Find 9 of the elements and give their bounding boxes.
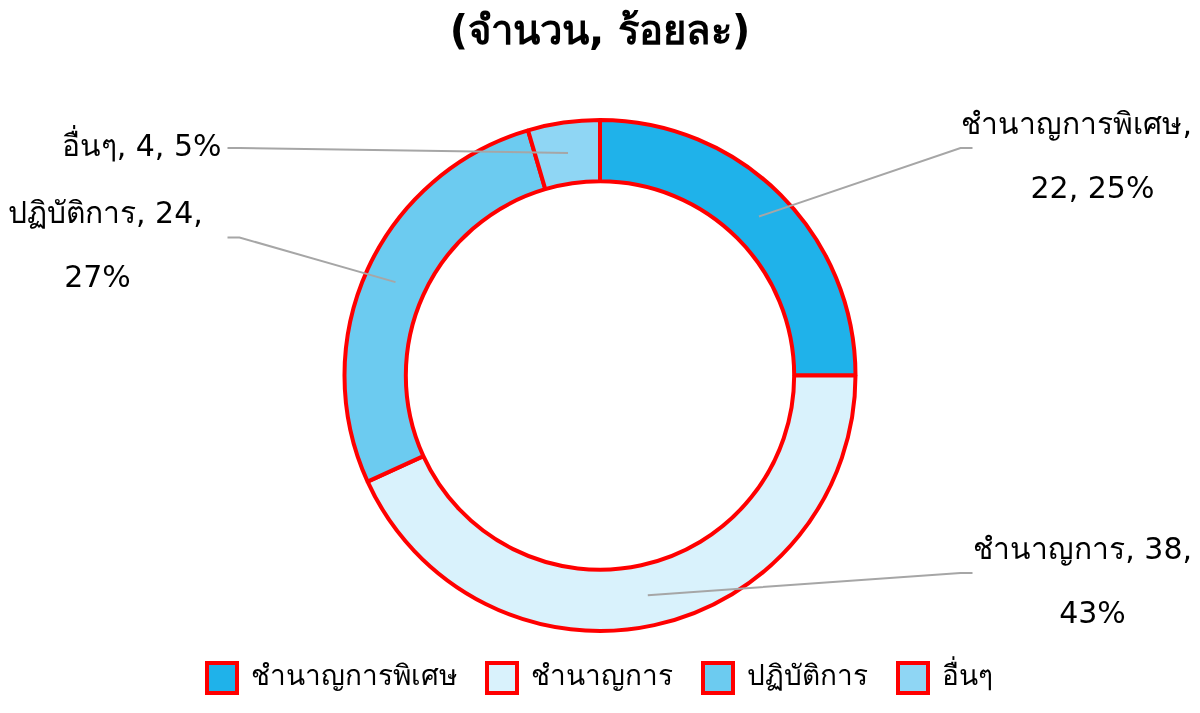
chart-title: (จำนวน, ร้อยละ) bbox=[449, 7, 751, 54]
data-label: ปฏิบัติการ, 24, 27% bbox=[7, 195, 203, 295]
data-label: ชำนาญการ, 38, 43% bbox=[973, 530, 1193, 630]
legend-label: ปฏิบัติการ bbox=[747, 659, 868, 693]
legend-label: อื่นๆ bbox=[942, 656, 993, 693]
legend-label: ชำนาญการพิเศษ bbox=[251, 659, 457, 693]
legend-label: ชำนาญการ bbox=[531, 659, 673, 693]
data-label: ชำนาญการพิเศษ, 22, 25% bbox=[961, 105, 1193, 205]
data-label: อื่นๆ, 4, 5% bbox=[61, 124, 222, 163]
